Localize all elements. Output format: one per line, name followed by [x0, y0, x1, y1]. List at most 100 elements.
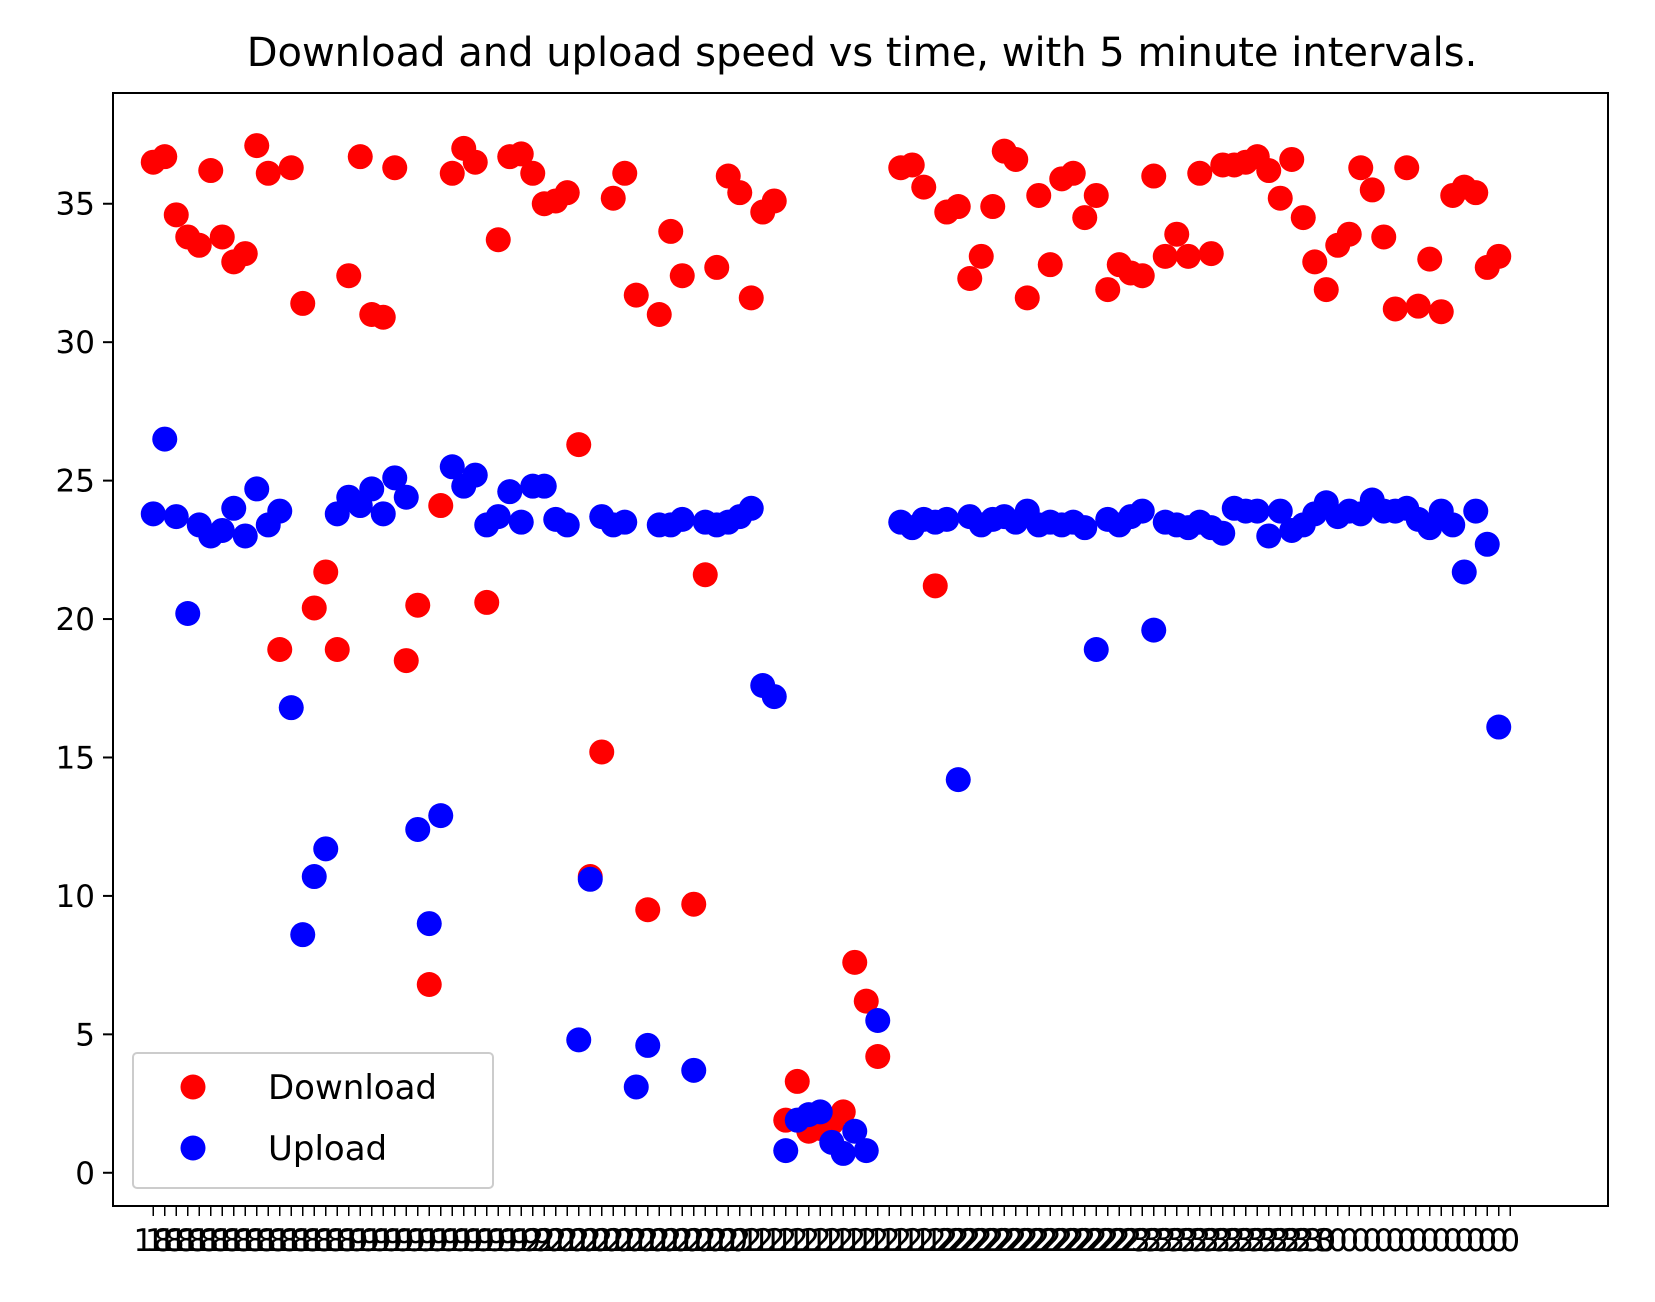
download-point — [980, 194, 1006, 220]
x-tick-label: 21 — [870, 1223, 909, 1259]
download-point — [945, 194, 971, 220]
x-tick-label: 20 — [582, 1223, 621, 1259]
upload-point — [807, 1099, 833, 1125]
x-tick-label: 22 — [962, 1223, 1001, 1259]
x-tick-label: 20 — [663, 1223, 702, 1259]
x-tick-label: 18 — [283, 1223, 322, 1259]
x-tick-label: 20 — [536, 1223, 575, 1259]
upload-point — [1267, 498, 1293, 524]
download-point — [1175, 243, 1201, 269]
upload-point — [865, 1008, 891, 1033]
x-tick-label: 0 — [1351, 1223, 1371, 1259]
download-point — [163, 202, 189, 228]
x-tick-label: 18 — [295, 1223, 334, 1259]
x-tick-label: 0 — [1466, 1223, 1486, 1259]
upload-point — [152, 426, 178, 452]
upload-point — [278, 695, 304, 721]
x-tick-label: 18 — [191, 1223, 230, 1259]
x-tick-label: 23 — [1180, 1223, 1219, 1259]
x-tick-label: 0 — [1477, 1223, 1497, 1259]
download-point — [669, 263, 695, 289]
x-tick-label: 18 — [214, 1223, 253, 1259]
x-tick-label: 19 — [375, 1223, 414, 1259]
x-tick-label: 21 — [881, 1223, 920, 1259]
x-tick-label: 23 — [1123, 1223, 1162, 1259]
download-point — [1187, 160, 1213, 186]
download-point — [842, 949, 868, 975]
download-point — [186, 232, 212, 258]
download-point — [865, 1043, 891, 1069]
x-tick-label: 23 — [1203, 1223, 1242, 1259]
download-point — [255, 160, 281, 186]
download-point — [1014, 285, 1040, 311]
upload-point — [232, 523, 258, 549]
x-tick-label: 22 — [927, 1223, 966, 1259]
upload-point — [554, 512, 580, 538]
download-point — [1267, 185, 1293, 211]
download-point — [1486, 243, 1512, 269]
upload-point — [830, 1140, 856, 1166]
x-tick-label: 0 — [1385, 1223, 1405, 1259]
x-tick-label: 22 — [1054, 1223, 1093, 1259]
x-tick-label: 20 — [559, 1223, 598, 1259]
upload-point — [1451, 559, 1477, 585]
plot-area-frame — [112, 92, 1609, 1207]
download-point — [566, 432, 592, 458]
download-point — [152, 144, 178, 170]
download-point — [1141, 163, 1167, 189]
y-tick-label: 20 — [56, 602, 95, 638]
y-axis-ticks: 0 5 10 15 20 25 30 35 — [56, 187, 113, 1192]
x-tick-label: 18 — [249, 1223, 288, 1259]
x-tick-label: 19 — [329, 1223, 368, 1259]
download-point — [301, 595, 327, 621]
x-tick-label: 23 — [1295, 1223, 1334, 1259]
download-point — [899, 152, 925, 178]
download-point — [1152, 243, 1178, 269]
x-tick-label: 18 — [272, 1223, 311, 1259]
x-tick-label: 20 — [571, 1223, 610, 1259]
upload-point — [577, 866, 603, 892]
x-tick-label: 0 — [1500, 1223, 1520, 1259]
x-tick-label: 23 — [1238, 1223, 1277, 1259]
x-tick-label: 23 — [1249, 1223, 1288, 1259]
x-tick-label: 18 — [226, 1223, 265, 1259]
legend-label-upload: Upload — [268, 1129, 387, 1169]
upload-point — [1256, 523, 1282, 549]
download-point — [612, 160, 638, 186]
x-tick-label: 21 — [835, 1223, 874, 1259]
upload-point — [416, 911, 442, 937]
y-tick-label: 15 — [56, 740, 95, 776]
x-tick-label: 0 — [1489, 1223, 1509, 1259]
x-tick-label: 19 — [467, 1223, 506, 1259]
x-tick-label: 21 — [720, 1223, 759, 1259]
x-tick-label: 21 — [847, 1223, 886, 1259]
upload-point — [566, 1027, 592, 1053]
download-point — [520, 160, 546, 186]
upload-point — [359, 476, 385, 502]
x-tick-label: 19 — [433, 1223, 472, 1259]
upload-point — [485, 504, 511, 530]
x-tick-label: 23 — [1272, 1223, 1311, 1259]
download-point — [278, 155, 304, 181]
download-point — [658, 218, 684, 244]
x-tick-label: 18 — [157, 1223, 196, 1259]
download-point — [554, 180, 580, 206]
upload-point — [221, 495, 247, 521]
download-point — [405, 592, 431, 618]
x-tick-label: 21 — [904, 1223, 943, 1259]
download-point — [1072, 205, 1098, 231]
upload-point — [635, 1032, 661, 1058]
x-tick-label: 20 — [594, 1223, 633, 1259]
upload-point — [1474, 531, 1500, 557]
download-point — [393, 648, 419, 674]
upload-point — [209, 517, 235, 543]
download-point — [244, 133, 270, 159]
upload-point — [508, 509, 534, 535]
x-tick-label: 19 — [421, 1223, 460, 1259]
upload-point — [439, 454, 465, 480]
download-point — [198, 158, 224, 184]
x-tick-label: 19 — [456, 1223, 495, 1259]
upload-point — [140, 501, 166, 527]
y-tick-label: 30 — [56, 325, 95, 361]
legend-marker-upload — [180, 1135, 206, 1161]
